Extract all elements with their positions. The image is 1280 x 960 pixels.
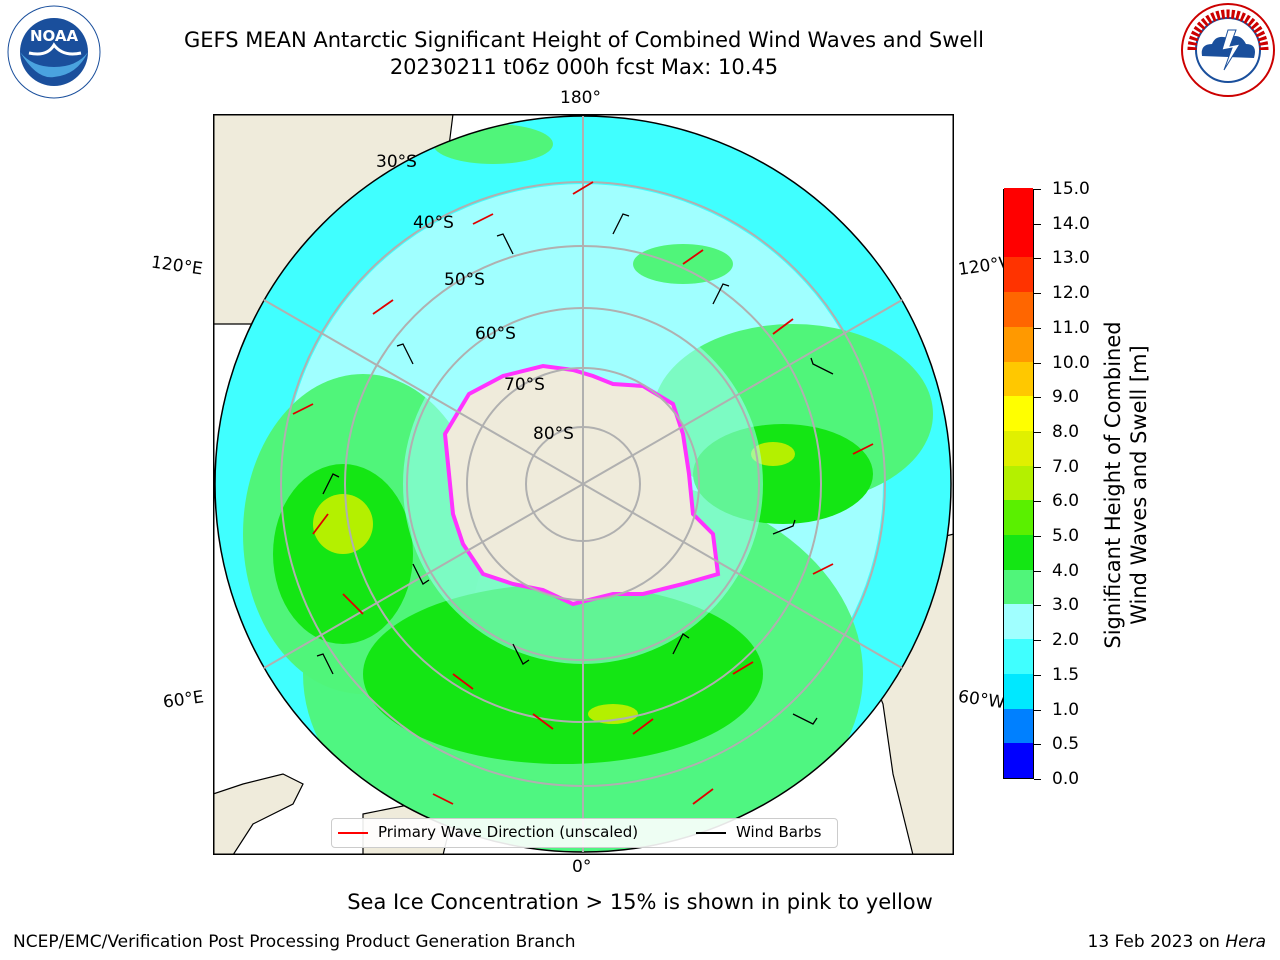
colorbar-tick-label: 7.0 bbox=[1052, 456, 1080, 477]
colorbar-tick-mark bbox=[1034, 466, 1041, 468]
colorbar bbox=[1003, 187, 1034, 779]
colorbar-segment bbox=[1004, 291, 1033, 327]
colorbar-segment bbox=[1004, 638, 1033, 674]
colorbar-tick-label: 8.0 bbox=[1052, 421, 1080, 442]
wind-barbs bbox=[316, 213, 834, 725]
colorbar-segment bbox=[1004, 395, 1033, 431]
colorbar-tick-label: 0.0 bbox=[1052, 769, 1080, 789]
colorbar-segment bbox=[1004, 256, 1033, 293]
noaa-logo-text: NOAA bbox=[30, 27, 79, 45]
legend-item-wave-direction: Primary Wave Direction (unscaled) bbox=[338, 823, 638, 841]
colorbar-tick-mark bbox=[1034, 779, 1041, 780]
colorbar-tick-label: 13.0 bbox=[1052, 248, 1090, 269]
colorbar-tick-mark bbox=[1034, 501, 1041, 503]
colorbar-segment bbox=[1004, 499, 1033, 536]
colorbar-title-line2: Wind Waves and Swell [m] bbox=[1127, 345, 1151, 625]
national-weather-service-logo bbox=[1178, 0, 1278, 104]
colorbar-tick-label: 14.0 bbox=[1052, 213, 1090, 234]
colorbar-title-line1: Significant Height of Combined bbox=[1101, 321, 1125, 649]
colorbar-segment bbox=[1004, 326, 1033, 362]
colorbar-tick-mark bbox=[1034, 223, 1041, 225]
colorbar-tick-mark bbox=[1034, 431, 1041, 433]
colorbar-tick-mark bbox=[1034, 258, 1041, 260]
colorbar-tick-label: 1.0 bbox=[1052, 699, 1080, 720]
lat-label-80s: 80°S bbox=[533, 424, 574, 444]
colorbar-tick-label: 1.5 bbox=[1052, 664, 1080, 685]
footer-host: Hera bbox=[1225, 932, 1266, 952]
colorbar-tick-mark bbox=[1034, 327, 1041, 329]
legend-label-wave-direction: Primary Wave Direction (unscaled) bbox=[378, 823, 639, 841]
colorbar-segment bbox=[1004, 465, 1033, 501]
colorbar-segment bbox=[1004, 742, 1033, 778]
colorbar-tick-label: 0.5 bbox=[1052, 734, 1080, 755]
colorbar-tick-mark bbox=[1034, 674, 1041, 676]
legend-item-wind-barbs: Wind Barbs bbox=[696, 823, 821, 841]
legend-label-wind-barbs: Wind Barbs bbox=[736, 823, 822, 841]
colorbar-segment bbox=[1004, 222, 1033, 258]
colorbar-tick-label: 6.0 bbox=[1052, 491, 1080, 512]
colorbar-segment bbox=[1004, 187, 1033, 223]
lon-label-180: 180° bbox=[560, 88, 601, 108]
graticule bbox=[214, 115, 952, 853]
lat-label-30s: 30°S bbox=[376, 152, 417, 172]
footer-date: 13 Feb 2023 on Hera bbox=[1088, 932, 1266, 952]
colorbar-segment bbox=[1004, 361, 1033, 397]
colorbar-tick-label: 11.0 bbox=[1052, 317, 1090, 338]
antarctic-wave-height-map bbox=[213, 114, 954, 855]
lat-label-50s: 50°S bbox=[444, 270, 485, 290]
footer-date-text: 13 Feb 2023 on bbox=[1087, 932, 1226, 952]
colorbar-segment bbox=[1004, 569, 1033, 605]
sea-ice-note: Sea Ice Concentration > 15% is shown in … bbox=[347, 890, 933, 914]
colorbar-tick-mark bbox=[1034, 709, 1041, 711]
footer-organization: NCEP/EMC/Verification Post Processing Pr… bbox=[13, 932, 576, 952]
colorbar-segment bbox=[1004, 430, 1033, 466]
colorbar-tick-label: 10.0 bbox=[1052, 352, 1090, 373]
colorbar-tick-label: 12.0 bbox=[1052, 283, 1090, 304]
chart-subtitle-run-info: 20230211 t06z 000h fcst Max: 10.45 bbox=[389, 55, 779, 79]
colorbar-segment bbox=[1004, 534, 1033, 570]
lon-label-0: 0° bbox=[572, 857, 592, 877]
colorbar-tick-label: 4.0 bbox=[1052, 560, 1080, 581]
colorbar-tick-mark bbox=[1034, 397, 1041, 399]
wave-direction-arrows bbox=[292, 181, 874, 805]
colorbar-tick-label: 15.0 bbox=[1052, 179, 1090, 199]
colorbar-tick-mark bbox=[1034, 362, 1041, 364]
noaa-logo: NOAA bbox=[7, 5, 101, 103]
colorbar-tick-mark bbox=[1034, 570, 1041, 572]
colorbar-tick-mark bbox=[1034, 640, 1041, 642]
colorbar-tick-label: 2.0 bbox=[1052, 630, 1080, 651]
lat-label-40s: 40°S bbox=[413, 213, 454, 233]
chart-title: GEFS MEAN Antarctic Significant Height o… bbox=[183, 28, 985, 52]
lon-label-120e: 120°E bbox=[149, 252, 204, 280]
colorbar-tick-mark bbox=[1034, 536, 1041, 538]
lat-label-60s: 60°S bbox=[475, 324, 516, 344]
colorbar-tick-mark bbox=[1034, 744, 1041, 746]
colorbar-tick-mark bbox=[1034, 605, 1041, 607]
lat-label-70s: 70°S bbox=[504, 375, 545, 395]
lon-label-60e: 60°E bbox=[161, 687, 206, 713]
colorbar-segment bbox=[1004, 708, 1033, 744]
lon-label-60w: 60°W bbox=[956, 686, 1007, 714]
colorbar-tick-label: 3.0 bbox=[1052, 595, 1080, 616]
legend-swatch-red-line bbox=[338, 831, 368, 834]
colorbar-tick-mark bbox=[1034, 189, 1041, 190]
colorbar-segment bbox=[1004, 673, 1033, 709]
map-legend: Primary Wave Direction (unscaled) Wind B… bbox=[331, 818, 838, 848]
colorbar-tick-label: 9.0 bbox=[1052, 387, 1080, 408]
colorbar-tick-label: 5.0 bbox=[1052, 526, 1080, 547]
colorbar-segment bbox=[1004, 603, 1033, 640]
africa-land bbox=[213, 773, 304, 855]
colorbar-tick-mark bbox=[1034, 293, 1041, 295]
legend-swatch-black-line bbox=[696, 831, 726, 834]
